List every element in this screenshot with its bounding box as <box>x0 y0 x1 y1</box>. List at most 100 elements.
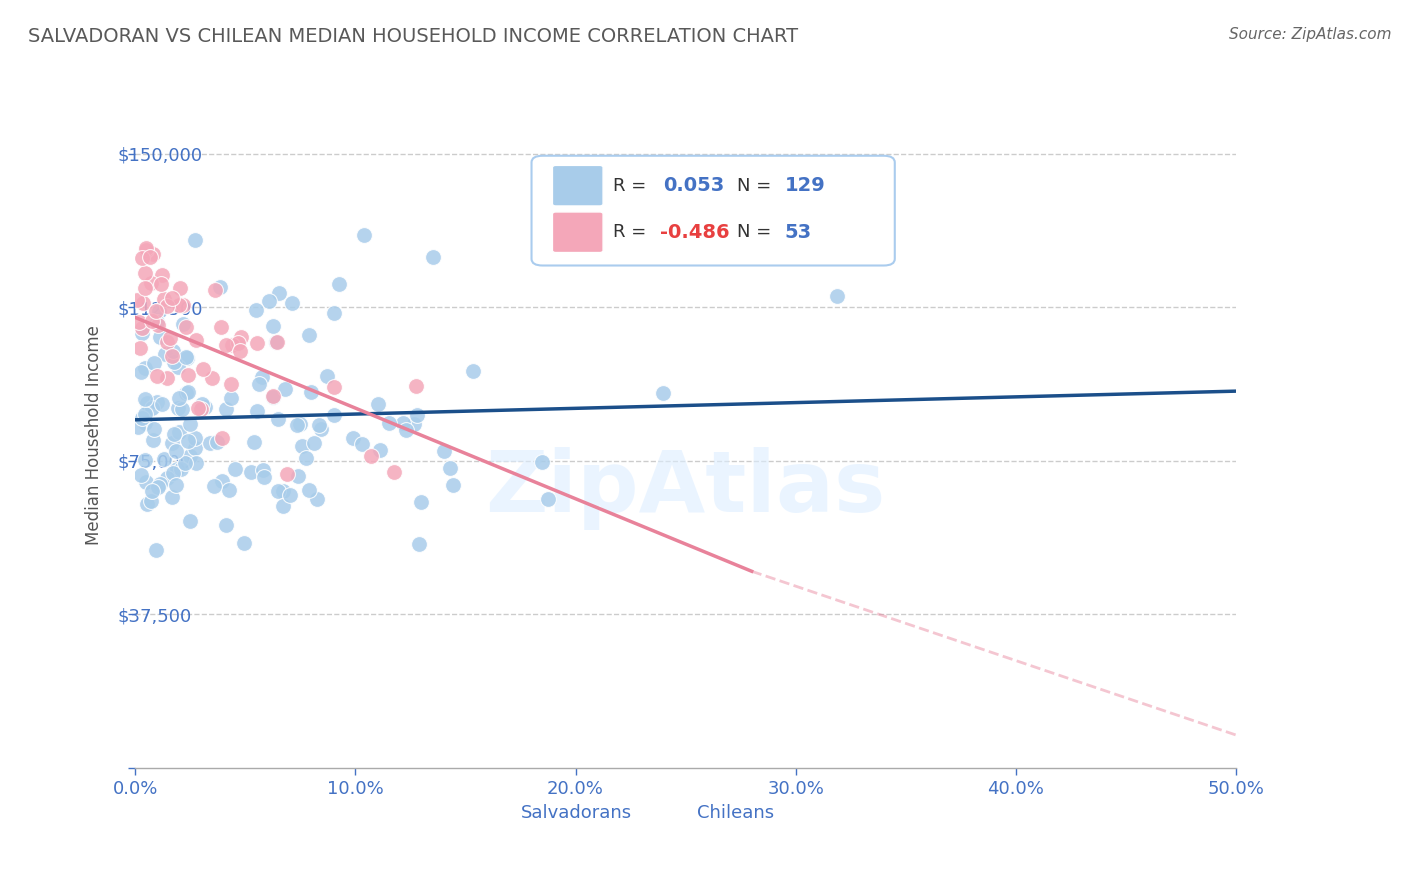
Point <box>274 382 297 396</box>
Point <box>166 461 188 475</box>
Point <box>299 384 322 399</box>
Point <box>214 518 236 533</box>
Point <box>153 346 176 360</box>
Point <box>269 286 291 301</box>
Point <box>295 451 318 466</box>
Point <box>271 499 294 513</box>
Point <box>146 369 169 384</box>
Point <box>353 227 375 242</box>
Point <box>174 456 197 470</box>
Point <box>201 370 224 384</box>
Point <box>146 479 169 493</box>
Point <box>148 303 170 318</box>
Point <box>267 484 290 499</box>
Point <box>246 335 269 350</box>
Point <box>537 492 560 507</box>
Point <box>350 436 373 450</box>
Point <box>209 319 232 334</box>
Point <box>267 411 290 425</box>
Point <box>176 351 198 365</box>
Point <box>146 315 169 329</box>
Point <box>186 333 208 347</box>
Text: N =: N = <box>737 223 778 241</box>
Point <box>461 364 484 378</box>
Text: 0.053: 0.053 <box>664 177 725 195</box>
Point <box>160 435 183 450</box>
Point <box>408 537 430 551</box>
Point <box>153 452 176 467</box>
Point <box>146 318 169 333</box>
Point <box>214 338 236 352</box>
Text: R =: R = <box>613 177 652 194</box>
Point <box>176 386 198 401</box>
Point <box>305 492 328 507</box>
Point <box>191 362 214 376</box>
Point <box>252 463 274 477</box>
Point <box>165 478 187 492</box>
Point <box>323 306 346 320</box>
Point <box>156 471 179 485</box>
Point <box>360 449 382 463</box>
Point <box>215 402 238 417</box>
Point <box>145 543 167 558</box>
Point <box>139 277 162 291</box>
Point <box>302 436 325 450</box>
Point <box>287 469 309 483</box>
Point <box>187 401 209 415</box>
Point <box>392 416 415 430</box>
Point <box>128 341 150 355</box>
Point <box>169 462 191 476</box>
Point <box>825 288 848 302</box>
Point <box>226 335 249 350</box>
Point <box>183 431 205 445</box>
Text: R =: R = <box>613 223 652 241</box>
Point <box>129 365 152 379</box>
Point <box>143 356 166 370</box>
Point <box>382 465 405 479</box>
Point <box>218 483 240 497</box>
Point <box>263 390 285 404</box>
Point <box>394 424 416 438</box>
Point <box>135 497 157 511</box>
Point <box>142 247 165 261</box>
Point <box>127 420 149 434</box>
Point <box>186 456 208 470</box>
Point <box>179 417 201 432</box>
Point <box>170 401 193 416</box>
Point <box>281 296 304 310</box>
Point <box>439 461 461 475</box>
Point <box>298 328 321 343</box>
Point <box>150 268 173 283</box>
Point <box>368 442 391 457</box>
Point <box>311 421 333 435</box>
Point <box>135 240 157 254</box>
Point <box>135 244 157 258</box>
Point <box>135 475 157 489</box>
Point <box>167 298 190 312</box>
Point <box>266 335 288 350</box>
Point <box>174 320 197 334</box>
Point <box>172 298 194 312</box>
Point <box>127 293 149 308</box>
Point <box>179 449 201 463</box>
Point <box>162 466 184 480</box>
Point <box>134 392 156 406</box>
Point <box>273 484 295 499</box>
Point <box>155 335 177 350</box>
Point <box>149 477 172 491</box>
Point <box>156 299 179 313</box>
FancyBboxPatch shape <box>553 165 603 206</box>
Point <box>219 377 242 392</box>
Point <box>323 408 346 422</box>
Point <box>405 378 427 392</box>
Point <box>129 467 152 482</box>
Point <box>184 441 207 455</box>
Point <box>433 444 456 458</box>
Point <box>405 409 427 423</box>
Point <box>139 250 162 264</box>
Text: SALVADORAN VS CHILEAN MEDIAN HOUSEHOLD INCOME CORRELATION CHART: SALVADORAN VS CHILEAN MEDIAN HOUSEHOLD I… <box>28 27 799 45</box>
Point <box>323 379 346 393</box>
Point <box>652 385 675 400</box>
Point <box>172 318 194 332</box>
Point <box>166 401 188 416</box>
